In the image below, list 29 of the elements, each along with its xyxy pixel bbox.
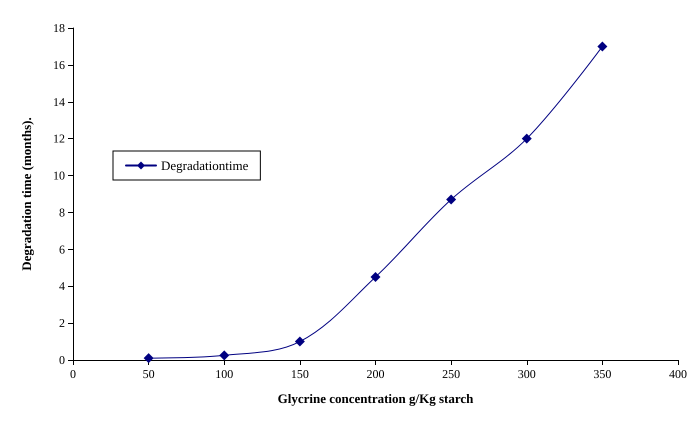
point <box>219 350 230 360</box>
x-tick-label: 300 <box>518 367 536 381</box>
point <box>370 272 380 282</box>
y-axis-title: Degradation time (months). <box>19 117 34 271</box>
x-tick-label: 50 <box>142 367 155 381</box>
x-tick-label: 250 <box>442 367 460 381</box>
x-tick-label: 150 <box>290 367 309 381</box>
y-tick-label: 2 <box>59 316 65 330</box>
y-tick-label: 6 <box>59 242 65 256</box>
y-tick-label: 16 <box>53 58 65 72</box>
y-tick-label: 12 <box>53 132 65 146</box>
x-tick-label: 400 <box>669 367 687 381</box>
point <box>446 194 456 205</box>
x-tick-label: 100 <box>215 367 234 381</box>
y-tick-label: 4 <box>59 279 65 294</box>
legend-label: Degradationtime <box>161 158 249 173</box>
point <box>144 353 154 364</box>
x-tick-label: 0 <box>70 367 76 381</box>
y-tick-label: 0 <box>59 353 65 367</box>
x-axis-title: Glycrine concentration g/Kg starch <box>278 391 474 406</box>
x-tick-label: 350 <box>593 367 612 381</box>
point <box>294 336 305 347</box>
y-tick-label: 10 <box>53 168 65 183</box>
point <box>522 134 532 144</box>
x-tick-label: 200 <box>366 367 384 381</box>
y-tick-label: 14 <box>53 94 65 109</box>
y-tick-label: 18 <box>53 21 65 35</box>
y-tick-label: 8 <box>59 205 65 220</box>
point <box>597 41 608 52</box>
